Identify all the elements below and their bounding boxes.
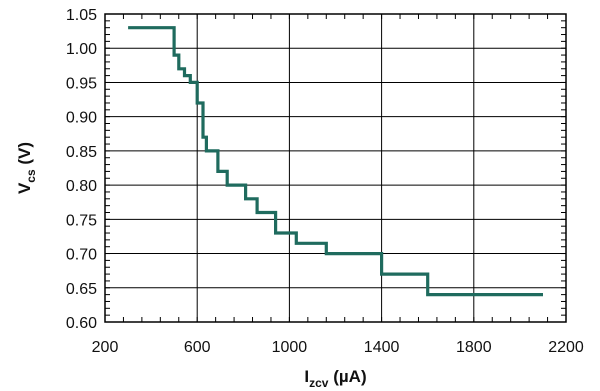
series-layer <box>128 26 543 297</box>
y-tick-label: 0.85 <box>66 144 97 161</box>
y-tick-label: 1.00 <box>66 41 97 58</box>
x-tick-label: 1800 <box>456 339 492 356</box>
y-axis-label: Vcs (V) <box>15 142 38 194</box>
x-axis-label: Izcv (µA) <box>304 367 366 390</box>
y-axis-label-main: V <box>15 182 34 194</box>
x-axis-label-main: I <box>304 367 309 386</box>
y-tick-label: 0.65 <box>66 281 97 298</box>
x-axis-label-unit: (µA) <box>328 367 366 386</box>
x-tick-label: 1000 <box>272 339 308 356</box>
y-tick-label: 0.75 <box>66 212 97 229</box>
y-tick-label: 1.05 <box>66 7 97 24</box>
series-line <box>128 26 543 297</box>
minor-ticks <box>105 14 566 322</box>
y-tick-label: 0.70 <box>66 247 97 264</box>
y-tick-label: 0.90 <box>66 110 97 127</box>
y-tick-label: 0.80 <box>66 178 97 195</box>
x-tick-label: 1400 <box>364 339 400 356</box>
x-axis-label-sub: zcv <box>309 376 329 390</box>
y-axis-label-unit: (V) <box>15 142 34 169</box>
y-tick-labels: 0.60 0.65 0.70 0.75 0.80 0.85 0.90 0.95 1.00 1.05 <box>66 7 97 332</box>
plot-frame <box>104 13 567 323</box>
x-tick-label: 600 <box>184 339 211 356</box>
y-axis-label-sub: cs <box>24 169 38 183</box>
y-tick-label: 0.95 <box>66 75 97 92</box>
grid-lines <box>105 14 566 322</box>
x-tick-label: 2200 <box>548 339 584 356</box>
x-tick-labels: 200 600 1000 1400 1800 2200 <box>92 339 584 356</box>
y-tick-label: 0.60 <box>66 315 97 332</box>
x-tick-label: 200 <box>92 339 119 356</box>
